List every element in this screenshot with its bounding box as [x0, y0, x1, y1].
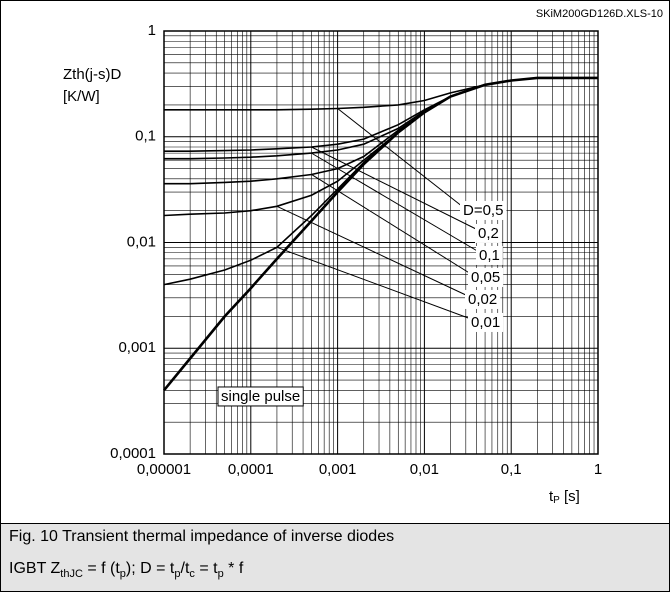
formula-part: p [174, 568, 181, 581]
x-tick-label: 0,1 [501, 461, 522, 478]
x-axis-label-part: t [549, 488, 554, 505]
formula-part: c [189, 568, 195, 581]
leader-line [276, 205, 469, 297]
series-label: 0,2 [478, 225, 499, 242]
formula-part: IGBT Z [9, 560, 61, 577]
series-label: single pulse [221, 388, 300, 405]
series-line [164, 77, 598, 185]
y-tick-label: 0,01 [127, 233, 156, 250]
x-tick-label: 0,001 [319, 461, 357, 478]
leader-line [276, 246, 472, 320]
series-label: 0,02 [468, 291, 497, 308]
x-tick-label: 1 [594, 461, 602, 478]
formula-part: = f (t [82, 560, 120, 577]
formula-part: p [217, 568, 224, 581]
series-line [163, 77, 598, 286]
series-line [162, 76, 598, 392]
label-background [460, 200, 507, 220]
leader-line [311, 146, 479, 231]
label-background [476, 245, 503, 265]
plot-frame [163, 30, 599, 455]
x-axis-label: tP [s] [549, 488, 580, 506]
x-axis-label-part: [s] [560, 488, 580, 505]
x-axis-label-part: P [553, 495, 560, 506]
y-tick-label: 0,0001 [110, 445, 156, 462]
series-label: 0,05 [471, 269, 500, 286]
label-background [468, 267, 504, 287]
y-axis-label: Zth(j-s)D [63, 66, 121, 83]
caption-title: Fig. 10 Transient thermal impedance of i… [9, 528, 395, 545]
y-tick-label: 0,001 [118, 339, 156, 356]
chart: SKiM200GD126D.XLS-10 0,0001 0,001 0,01 0,1 1… [63, 8, 663, 506]
y-axis-label: [K/W] [63, 88, 100, 105]
formula-part: /t [180, 560, 190, 577]
y-tick-label: 0,1 [135, 128, 156, 145]
y-tick-label: 1 [148, 22, 156, 39]
label-background [465, 289, 501, 309]
label-background [475, 223, 502, 243]
series-label: D=0,5 [463, 202, 503, 219]
x-tick-label: 0,01 [410, 461, 439, 478]
leader-line [311, 152, 480, 253]
series-label: 0,01 [471, 314, 500, 331]
formula-part: * f [223, 560, 244, 577]
formula-part: thJC [60, 568, 83, 581]
caption: Fig. 10 Transient thermal impedance of i… [1, 523, 669, 591]
leader-line [311, 174, 472, 275]
corner-label: SKiM200GD126D.XLS-10 [536, 8, 663, 20]
formula-part: p [119, 568, 126, 581]
series-label: 0,1 [479, 247, 500, 264]
label-background [468, 312, 504, 332]
leader-line [337, 108, 464, 208]
formula-part: ); D = t [125, 560, 175, 577]
series-line [164, 77, 598, 152]
x-tick-label: 0,0001 [228, 461, 274, 478]
formula-part: = t [194, 560, 218, 577]
x-tick-label: 0,00001 [137, 461, 191, 478]
label-background [217, 386, 304, 407]
caption-formula: IGBT ZthJC = f (tp); D = tp/tc = tp * f [9, 560, 243, 580]
